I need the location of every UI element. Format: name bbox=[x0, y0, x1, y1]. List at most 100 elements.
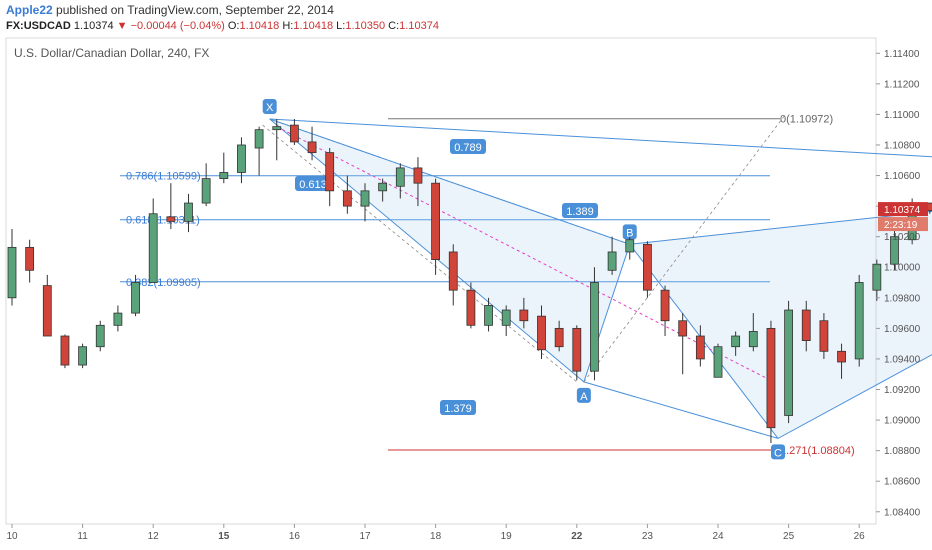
point-tag-bg bbox=[771, 444, 786, 460]
price-level-label: 0.618(1.10311) bbox=[126, 215, 200, 227]
x-tick-label: 24 bbox=[712, 531, 724, 542]
leg-xd bbox=[269, 118, 932, 158]
y-tick-label: 1.10000 bbox=[884, 263, 921, 274]
y-tick-label: 1.10800 bbox=[884, 140, 921, 151]
x-tick-label: 23 bbox=[642, 531, 654, 542]
countdown-bg bbox=[878, 217, 928, 232]
price-change: ▼ −0.00044 (−0.04%) bbox=[116, 20, 225, 32]
x-tick-label: 17 bbox=[359, 531, 371, 542]
candle-down bbox=[431, 182, 441, 261]
trendline-magenta bbox=[276, 126, 771, 381]
candle-up bbox=[131, 282, 140, 314]
candle-up bbox=[113, 312, 123, 326]
publish-info: Apple22 published on TradingView.com, Se… bbox=[6, 3, 334, 17]
candle-down bbox=[342, 190, 352, 207]
high-value: 1.10418 bbox=[293, 20, 334, 32]
candle-up bbox=[731, 335, 741, 348]
y-tick-label: 1.11200 bbox=[884, 79, 920, 90]
candle-down bbox=[837, 350, 846, 363]
close-value: 1.10374 bbox=[399, 20, 439, 32]
ratio-tag: 0.613 bbox=[299, 179, 327, 191]
price-level-label: 1.271(1.08804) bbox=[780, 445, 855, 457]
candle-up bbox=[854, 282, 864, 360]
candle-down bbox=[519, 309, 529, 322]
leg-ac bbox=[583, 381, 779, 439]
candle-up bbox=[78, 346, 87, 366]
candle-up bbox=[784, 309, 793, 416]
price-tag-label: 1.10374 bbox=[884, 205, 921, 216]
y-tick-label: 1.09800 bbox=[884, 293, 921, 304]
author-link[interactable]: Apple22 bbox=[6, 3, 53, 17]
candle-down bbox=[678, 320, 688, 337]
y-tick-label: 1.08600 bbox=[884, 477, 921, 488]
low-value: 1.10350 bbox=[345, 20, 386, 32]
candle-down bbox=[289, 124, 299, 143]
projection-dashed bbox=[583, 114, 786, 383]
candle-down bbox=[572, 327, 582, 372]
candle-down bbox=[801, 309, 811, 342]
candles bbox=[7, 119, 932, 443]
candle-down bbox=[819, 320, 829, 352]
candle-down bbox=[307, 141, 317, 154]
last-price: 1.10374 bbox=[73, 20, 114, 32]
candle-up bbox=[501, 309, 511, 326]
ratio-tag: 1.379 bbox=[444, 403, 472, 415]
candle-up bbox=[484, 305, 493, 326]
x-tick-label: 12 bbox=[148, 531, 160, 542]
candle-down bbox=[537, 315, 546, 351]
candle-up bbox=[378, 182, 388, 192]
ratio-tag-bg bbox=[440, 400, 476, 415]
x-tick-label: 25 bbox=[783, 531, 795, 542]
y-tick-label: 1.09400 bbox=[884, 354, 921, 365]
candle-down bbox=[413, 167, 423, 184]
point-tag-x: X bbox=[266, 102, 274, 114]
y-tick-label: 1.11000 bbox=[884, 110, 920, 121]
symbol-label: FX:USDCAD bbox=[6, 20, 71, 32]
point-tag-bg bbox=[622, 224, 637, 240]
candle-up bbox=[590, 282, 599, 372]
candle-down bbox=[695, 335, 705, 360]
x-tick-label: 11 bbox=[77, 531, 88, 542]
candle-up bbox=[148, 213, 158, 283]
countdown-label: 2:23:19 bbox=[884, 220, 918, 231]
x-tick-label: 19 bbox=[501, 531, 513, 542]
point-tag-c: C bbox=[774, 447, 782, 459]
chart-background bbox=[0, 38, 932, 550]
point-tag-b: B bbox=[626, 227, 633, 239]
y-tick-label: 1.08800 bbox=[884, 446, 921, 457]
close-label: C: bbox=[388, 20, 400, 32]
y-tick-label: 1.10200 bbox=[884, 232, 921, 243]
candle-down bbox=[60, 335, 70, 366]
candle-up bbox=[748, 331, 758, 348]
y-tick-label: 1.09000 bbox=[884, 416, 921, 427]
candle-down bbox=[660, 289, 670, 322]
candle-down bbox=[166, 216, 176, 222]
x-tick-label: 18 bbox=[430, 531, 442, 542]
candle-up bbox=[360, 190, 370, 207]
candle-up bbox=[607, 251, 617, 271]
leg-xa-dashed bbox=[262, 124, 578, 383]
axes: 1.08400 1.08600 1.08800 1.09000 1.09200 1.094… bbox=[6, 49, 928, 542]
x-tick-label: 15 bbox=[218, 531, 230, 542]
x-tick-label: 26 bbox=[854, 531, 866, 542]
candle-down bbox=[766, 327, 776, 429]
candle-down bbox=[554, 327, 564, 348]
ratio-tag-bg bbox=[450, 139, 486, 154]
chart-title: U.S. Dollar/Canadian Dollar, 240, FX bbox=[14, 46, 209, 60]
open-value: 1.10418 bbox=[239, 20, 280, 32]
candle-up bbox=[219, 172, 229, 180]
ratio-tag-bg bbox=[295, 176, 331, 191]
x-tick-label: 10 bbox=[6, 531, 18, 542]
candle-up bbox=[625, 239, 635, 253]
price-levels: 0(1.10972) 0.786(1.10599) 0.618(1.10311) 0.… bbox=[120, 114, 855, 457]
point-tag-a: A bbox=[580, 391, 588, 403]
price-tag-bg bbox=[878, 202, 928, 217]
x-tick-label: 22 bbox=[571, 531, 583, 542]
candle-up bbox=[95, 324, 105, 348]
point-tag-bg bbox=[262, 99, 277, 114]
ratio-tag: 0.789 bbox=[454, 142, 482, 154]
symbol-quote-line: FX:USDCAD 1.10374 ▼ −0.00044 (−0.04%) O:… bbox=[6, 20, 439, 32]
candle-up bbox=[201, 178, 211, 204]
candle-up bbox=[890, 236, 899, 265]
